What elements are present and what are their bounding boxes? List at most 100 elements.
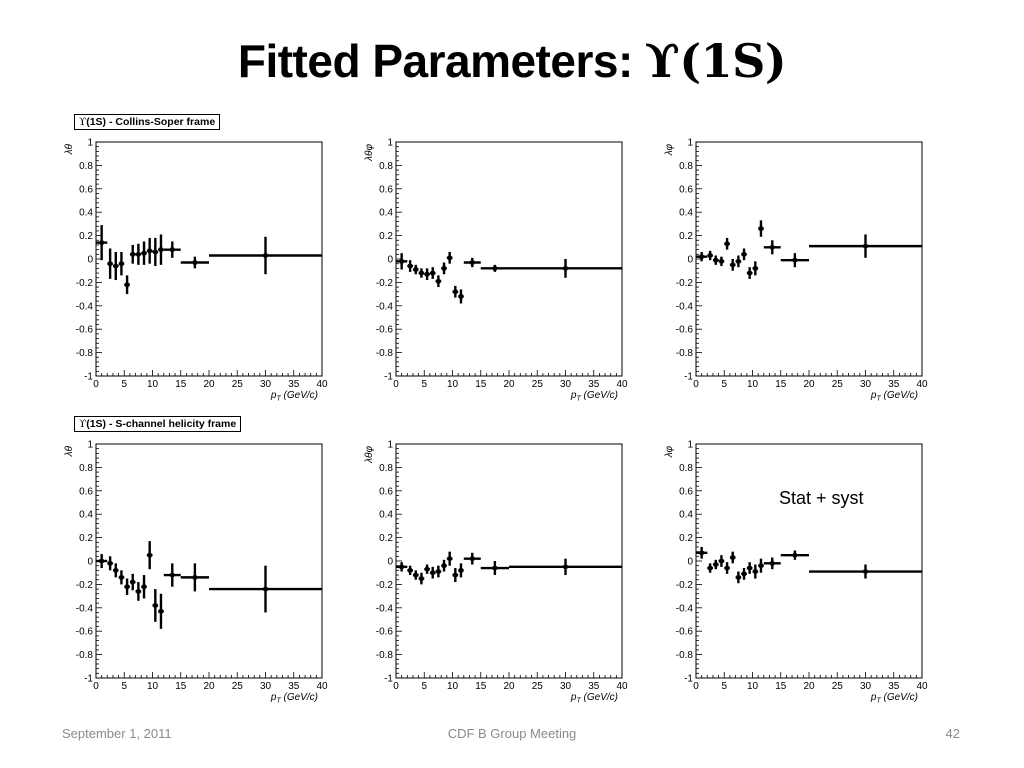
- y-tick-label: 0.2: [679, 533, 693, 544]
- x-tick-label: 20: [203, 681, 215, 692]
- data-point: [458, 289, 464, 304]
- y-tick-label: 0.8: [79, 463, 93, 474]
- collins-soper-frame-label: ϒ(1S) - Collins-Soper frame: [74, 114, 221, 130]
- point-marker: [770, 561, 775, 566]
- x-tick-label: 5: [721, 379, 727, 390]
- x-tick-label: 30: [860, 379, 872, 390]
- point-marker: [119, 261, 124, 266]
- x-tick-label: 0: [93, 379, 99, 390]
- stat-syst-annotation: Stat + syst: [779, 488, 864, 508]
- point-marker: [719, 559, 724, 563]
- y-tick-label: 0.4: [679, 510, 693, 521]
- x-axis-label: pT (GeV/c): [570, 692, 618, 705]
- data-point: [712, 559, 719, 570]
- y-tick-label: -0.4: [76, 301, 94, 312]
- y-tick-label: 0.8: [679, 161, 693, 172]
- data-point: [509, 259, 622, 278]
- point-marker: [113, 264, 118, 269]
- x-tick-label: 25: [232, 379, 244, 390]
- y-tick-label: -0.6: [376, 325, 394, 336]
- x-tick-label: 40: [316, 681, 328, 692]
- y-tick-label: 0.8: [679, 463, 693, 474]
- data-point: [152, 589, 159, 622]
- x-tick-label: 40: [616, 379, 628, 390]
- y-tick-label: -1: [684, 674, 693, 685]
- data-point: [107, 248, 113, 279]
- y-axis-label: λθ: [64, 445, 75, 457]
- point-marker: [730, 555, 735, 560]
- y-tick-label: -0.6: [76, 325, 94, 336]
- point-marker: [492, 266, 497, 271]
- point-marker: [736, 259, 741, 264]
- point-marker: [263, 587, 268, 592]
- x-tick-label: 35: [288, 379, 300, 390]
- point-marker: [699, 550, 704, 555]
- x-axis-label-unit: (GeV/c): [581, 692, 618, 703]
- x-axis-label-p: p: [570, 390, 577, 401]
- data-point: [780, 253, 809, 268]
- x-tick-label: 20: [803, 681, 815, 692]
- plot-frame: [395, 141, 623, 377]
- data-point: [418, 268, 425, 278]
- y-tick-label: 0.2: [379, 533, 393, 544]
- y-tick-label: -0.8: [76, 348, 94, 359]
- data-point: [418, 572, 425, 585]
- x-axis-label-p: p: [570, 692, 577, 703]
- x-tick-label: 10: [147, 379, 159, 390]
- point-marker: [708, 566, 713, 571]
- point-marker: [713, 258, 718, 263]
- y-tick-label: 0.2: [79, 231, 93, 242]
- y-tick-label: -0.4: [76, 603, 94, 614]
- x-tick-label: 30: [260, 379, 272, 390]
- frame-label-text: (1S) - Collins-Soper frame: [86, 116, 216, 128]
- data-point: [758, 558, 764, 573]
- x-tick-label: 5: [421, 681, 427, 692]
- point-marker: [425, 567, 430, 572]
- data-point: [735, 255, 742, 268]
- point-marker: [753, 569, 758, 574]
- point-marker: [136, 252, 141, 257]
- point-marker: [470, 556, 475, 561]
- point-marker: [170, 573, 175, 578]
- x-tick-label: 20: [503, 379, 515, 390]
- data-point: [158, 234, 164, 265]
- point-marker: [736, 575, 741, 580]
- y-tick-label: 0.2: [79, 533, 93, 544]
- y-tick-label: -0.2: [376, 580, 394, 591]
- x-tick-label: 0: [93, 681, 99, 692]
- data-point: [396, 253, 408, 270]
- footer-meeting: CDF B Group Meeting: [447, 726, 577, 741]
- chart-hx-lambda-phi: -1-0.8-0.6-0.4-0.200.20.40.60.810 5 10 15 20…: [664, 440, 928, 705]
- x-tick-label: 25: [232, 681, 244, 692]
- data-point: [752, 564, 759, 579]
- x-tick-label: 40: [916, 379, 928, 390]
- data-point: [446, 251, 453, 264]
- slide-title: Fitted Parameters: ϒ(1S): [0, 34, 1024, 88]
- y-tick-label: -0.8: [376, 348, 394, 359]
- y-tick-label: 1: [387, 440, 393, 451]
- data-point: [809, 234, 922, 258]
- x-axis-label-p: p: [270, 692, 277, 703]
- x-axis-label-unit: (GeV/c): [281, 692, 318, 703]
- data-point: [758, 220, 764, 237]
- x-tick-label: 20: [803, 379, 815, 390]
- y-tick-label: -0.8: [376, 650, 394, 661]
- y-tick-label: 0.6: [379, 486, 393, 497]
- x-axis-label-unit: (GeV/c): [881, 390, 918, 401]
- y-tick-label: -0.2: [76, 278, 94, 289]
- point-marker: [413, 267, 418, 272]
- x-tick-label: 15: [175, 379, 187, 390]
- y-axis-label: λθφ: [364, 446, 375, 464]
- plot-frame: [95, 141, 323, 377]
- y-tick-label: -0.4: [376, 603, 394, 614]
- y-tick-label: 0: [87, 557, 93, 568]
- x-tick-label: 20: [503, 681, 515, 692]
- y-tick-label: -0.4: [376, 301, 394, 312]
- frame-label-symbol: ϒ: [79, 418, 87, 430]
- data-point: [718, 256, 725, 267]
- point-marker: [125, 584, 130, 589]
- data-point: [146, 237, 153, 264]
- y-tick-label: -0.8: [676, 348, 694, 359]
- y-tick-label: -1: [684, 372, 693, 383]
- data-point: [135, 582, 142, 601]
